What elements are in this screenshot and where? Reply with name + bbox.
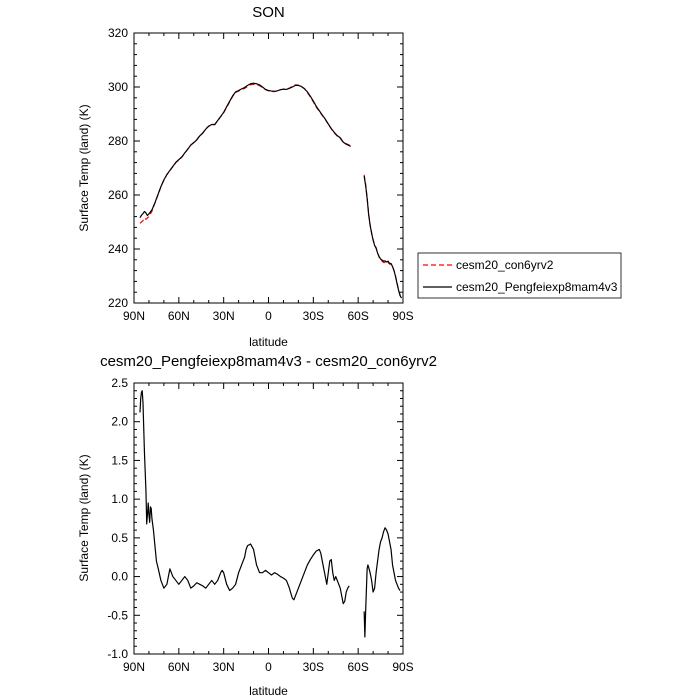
y-tick-label: 0.0 — [111, 570, 128, 584]
panel-title: SON — [252, 4, 285, 21]
x-tick-label: 60N — [168, 309, 190, 323]
x-tick-label: 60N — [168, 660, 190, 674]
legend-label-con6yrv2: cesm20_con6yrv2 — [456, 258, 554, 272]
x-tick-label: 30N — [213, 660, 235, 674]
series-line-cesm20_con6yrv2 — [139, 83, 351, 224]
series-line-cesm20_Pengfeiexp8mam4v3 — [139, 82, 351, 218]
y-tick-label: -1.0 — [107, 647, 128, 661]
legend-box — [417, 252, 622, 299]
series-line-diff-0 — [139, 390, 350, 605]
legend-label-pengfei: cesm20_Pengfeiexp8mam4v3 — [456, 280, 618, 294]
y-tick-labels: -1.0 -0.5 0.0 0.5 1.0 1.5 2.0 2.5 — [107, 376, 128, 661]
y-tick-label: -0.5 — [107, 608, 128, 622]
x-axis-label: latitude — [249, 335, 288, 349]
y-tick-label: 1.5 — [111, 453, 128, 467]
x-tick-label: 60S — [347, 660, 368, 674]
panel-title: cesm20_Pengfeiexp8mam4v3 - cesm20_con6yr… — [100, 353, 437, 370]
y-axis-label: Surface Temp (land) (K) — [77, 104, 91, 231]
series-line-diff-0 — [363, 527, 401, 638]
x-tick-label: 30S — [303, 660, 324, 674]
series-line-cesm20_Pengfeiexp8mam4v3 — [363, 176, 403, 299]
series-lines — [139, 390, 401, 638]
tick-marks — [133, 382, 404, 655]
x-tick-label: 0 — [265, 309, 272, 323]
y-tick-label: 260 — [108, 188, 128, 202]
difference-panel: cesm20_Pengfeiexp8mam4v3 - cesm20_con6yr… — [77, 353, 437, 698]
plot-frame — [133, 382, 404, 655]
y-tick-label: 0.5 — [111, 531, 128, 545]
y-tick-label: 240 — [108, 242, 128, 256]
plot-frame — [133, 32, 404, 304]
x-axis-label: latitude — [249, 684, 288, 698]
y-tick-label: 320 — [108, 26, 128, 40]
x-tick-labels: 90N 60N 30N 0 30S 60S 90S — [123, 660, 414, 674]
x-tick-label: 90N — [123, 660, 145, 674]
y-tick-label: 300 — [108, 80, 128, 94]
y-tick-label: 2.0 — [111, 415, 128, 429]
legend: cesm20_con6yrv2 cesm20_Pengfeiexp8mam4v3 — [417, 252, 622, 299]
temperature-panel: SON 90N 60N 30N 0 30S 60S 90S 220 240 260 280 300 3… — [77, 4, 622, 349]
x-tick-label: 90S — [392, 660, 413, 674]
x-tick-label: 90N — [123, 309, 145, 323]
x-tick-label: 30S — [303, 309, 324, 323]
x-tick-label: 60S — [347, 309, 368, 323]
x-tick-label: 30N — [213, 309, 235, 323]
y-axis-label: Surface Temp (land) (K) — [77, 454, 91, 581]
y-tick-label: 280 — [108, 134, 128, 148]
y-tick-label: 1.0 — [111, 492, 128, 506]
series-lines — [139, 82, 403, 299]
y-tick-label: 220 — [108, 296, 128, 310]
x-tick-labels: 90N 60N 30N 0 30S 60S 90S — [123, 309, 414, 323]
x-tick-label: 0 — [265, 660, 272, 674]
tick-marks — [133, 32, 404, 304]
x-tick-label: 90S — [392, 309, 413, 323]
y-tick-labels: 220 240 260 280 300 320 — [108, 26, 128, 310]
y-tick-label: 2.5 — [111, 376, 128, 390]
